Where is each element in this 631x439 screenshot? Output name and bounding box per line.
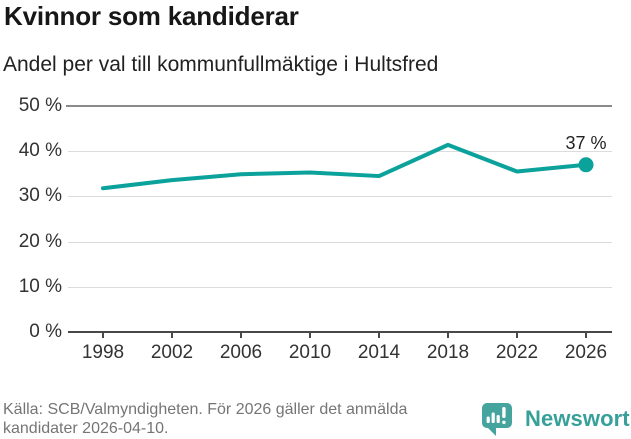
end-point-dot xyxy=(578,157,594,173)
x-axis-label: 2010 xyxy=(288,342,332,363)
x-axis-label: 2002 xyxy=(150,342,194,363)
gridline xyxy=(68,151,612,153)
chart-title: Kvinnor som kandiderar xyxy=(4,1,299,31)
gridline xyxy=(68,196,612,198)
x-axis-tick xyxy=(378,332,380,338)
x-axis-label: 2022 xyxy=(495,342,539,363)
x-axis-line xyxy=(68,331,612,333)
x-axis-label: 2018 xyxy=(426,342,470,363)
source-note: Källa: SCB/Valmyndigheten. För 2026 gäll… xyxy=(3,401,408,437)
trend-line xyxy=(101,142,588,191)
x-axis-tick xyxy=(309,332,311,338)
newsworthy-logo: Newsworthy xyxy=(480,402,631,436)
gridline xyxy=(68,286,612,288)
x-axis-label: 2026 xyxy=(564,342,608,363)
newsworthy-logo-icon xyxy=(482,403,512,436)
y-axis-label: 50 % xyxy=(18,95,62,116)
x-axis-label: 2006 xyxy=(219,342,263,363)
y-axis-label: 10 % xyxy=(18,275,62,297)
x-axis-tick xyxy=(240,332,242,338)
y-axis-label: 20 % xyxy=(18,230,62,252)
y-axis-label: 40 % xyxy=(18,140,62,162)
chart-subtitle: Andel per val till kommunfullmäktige i H… xyxy=(3,53,439,76)
y-axis-label: 30 % xyxy=(18,185,62,207)
x-axis-label: 2014 xyxy=(357,342,401,363)
x-axis-tick xyxy=(102,332,104,338)
newsworthy-logo-text: Newsworthy xyxy=(525,406,631,431)
y-axis-label: 0 % xyxy=(29,321,62,342)
gridline-top xyxy=(66,105,612,107)
x-axis-tick xyxy=(516,332,518,338)
end-value-label: 37 % xyxy=(565,132,607,153)
x-axis-tick xyxy=(585,332,587,338)
x-axis-tick xyxy=(447,332,449,338)
gridline xyxy=(68,241,612,243)
x-axis-label: 1998 xyxy=(81,342,125,363)
x-axis-tick xyxy=(171,332,173,338)
